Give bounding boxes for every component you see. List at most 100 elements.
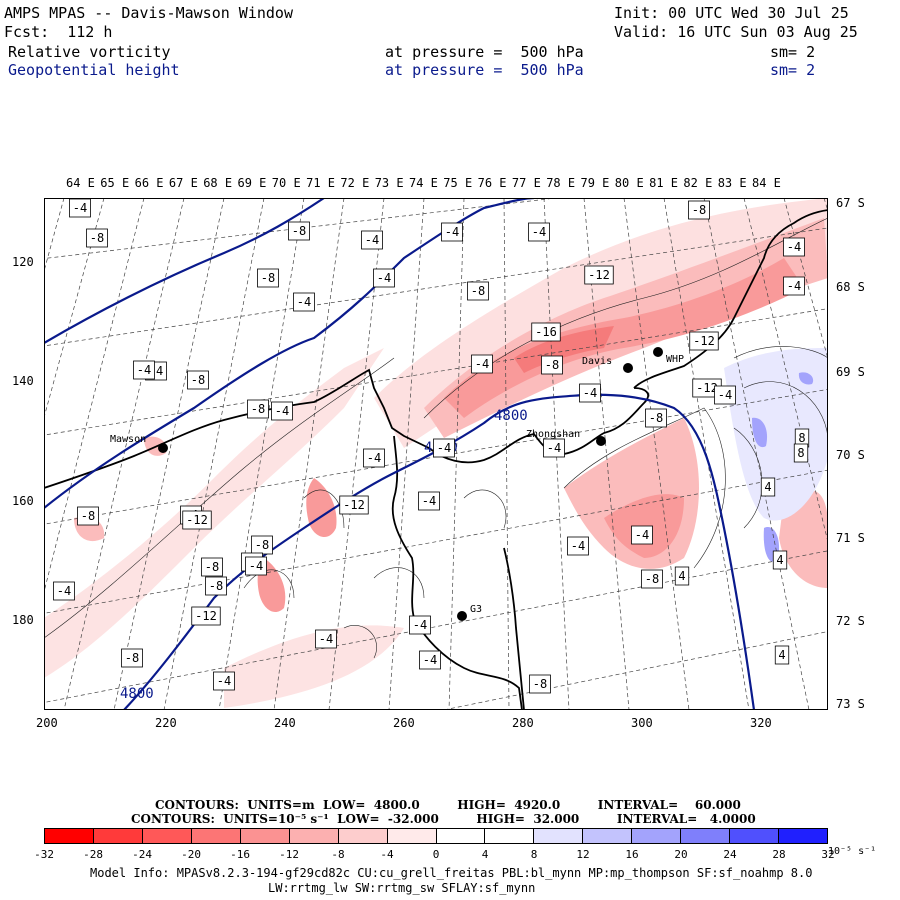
vorticity-label: -4 [73, 201, 87, 215]
vorticity-label: -8 [261, 271, 275, 285]
vorticity-label: 4 [778, 648, 785, 662]
model-info-physics: LW:rrtmg_lw SW:rrtmg_sw SFLAY:sf_mynn [268, 881, 536, 895]
vorticity-label-box [182, 510, 212, 530]
vorticity-label: 4 [764, 480, 771, 494]
vorticity-label: -4 [583, 386, 597, 400]
station-marker[interactable] [596, 436, 606, 446]
field1-name: Relative vorticity [8, 43, 171, 61]
vorticity-label-box [339, 495, 369, 515]
color-bar-swatch [632, 829, 682, 843]
vorticity-label: -4 [571, 539, 585, 553]
vorticity-label-box [567, 536, 589, 556]
vorticity-label-box [783, 237, 805, 257]
vorticity-label: -4 [217, 674, 231, 688]
vorticity-label-box [688, 200, 710, 220]
color-bar-swatch [583, 829, 633, 843]
station-marker[interactable] [158, 443, 168, 453]
vorticity-label-box [271, 401, 293, 421]
vorticity-label-box [774, 645, 790, 665]
color-bar-swatch [289, 829, 339, 843]
vorticity-label-box [245, 556, 267, 576]
color-bar-swatch [779, 829, 827, 843]
vorticity-label: -4 [547, 441, 561, 455]
color-bar-label: 28 [772, 848, 786, 861]
vorticity-label-box [579, 383, 601, 403]
color-bar-swatch [45, 829, 94, 843]
vorticity-label: -8 [471, 284, 485, 298]
lon-label: 66 E [134, 176, 164, 190]
station-label-zhongshan: Zhongshan [526, 429, 580, 440]
vorticity-label-box [471, 354, 493, 374]
vorticity-label-box [641, 569, 663, 589]
vorticity-label: -4 [137, 363, 151, 377]
color-bar-swatch [338, 829, 388, 843]
geopotential-height-contours [44, 198, 756, 710]
vorticity-contours [44, 217, 828, 659]
vorticity-label: 8 [797, 446, 804, 460]
color-bar-label: 12 [576, 848, 590, 861]
vorticity-label: -12 [186, 513, 208, 527]
station-marker[interactable] [457, 611, 467, 621]
vorticity-label-box [86, 228, 108, 248]
vorticity-label-box [361, 230, 383, 250]
color-bar-label: 8 [530, 848, 538, 861]
coastline [44, 209, 828, 710]
vorticity-label-box [213, 671, 235, 691]
vorticity-label-box [315, 629, 337, 649]
vorticity-label: -4 [532, 225, 546, 239]
color-bar-label: -20 [181, 848, 201, 861]
color-bar-label: -4 [380, 848, 394, 861]
vorticity-label-box [293, 292, 315, 312]
lon-label: 77 E [511, 176, 541, 190]
station-marker[interactable] [653, 347, 663, 357]
plot-frame [44, 198, 828, 710]
vorticity-label: -12 [343, 498, 365, 512]
vorticity-label-box [441, 222, 463, 242]
vorticity-label: -4 [445, 225, 459, 239]
vorticity-contour-info: CONTOURS: UNITS=10⁻⁵ s⁻¹ LOW= -32.000 HI… [131, 812, 756, 826]
station-marker[interactable] [623, 363, 633, 373]
vorticity-label: -8 [251, 402, 265, 416]
lon-label: 76 E [477, 176, 507, 190]
vorticity-label: -8 [645, 572, 659, 586]
color-bar-label: -12 [279, 848, 299, 861]
vorticity-label: -4 [422, 494, 436, 508]
vorticity-label: -8 [255, 538, 269, 552]
color-bar-label: -28 [83, 848, 103, 861]
x-tick-label: 220 [155, 716, 177, 730]
vorticity-label: -4 [413, 618, 427, 632]
color-bar-label: 0 [432, 848, 440, 861]
color-bar-swatch [93, 829, 143, 843]
vorticity-label-box [133, 360, 155, 380]
vorticity-label-box [783, 276, 805, 296]
lat-label: 70 S [836, 448, 865, 462]
lon-label: 64 E [66, 176, 95, 190]
vorticity-label: -8 [692, 203, 706, 217]
vorticity-label: -8 [205, 560, 219, 574]
color-bar-swatch [436, 829, 486, 843]
color-bar-swatch [534, 829, 584, 843]
vorticity-label-box [187, 370, 209, 390]
vorticity-label: -4 [787, 279, 801, 293]
lon-label: 79 E [580, 176, 610, 190]
vorticity-label: -8 [545, 358, 559, 372]
lon-label: 73 E [374, 176, 404, 190]
vorticity-label-box [201, 557, 223, 577]
vorticity-label: -12 [693, 334, 715, 348]
vorticity-label-box [760, 477, 776, 497]
y-tick-label: 140 [12, 374, 34, 388]
vorticity-label: 4 [678, 569, 685, 583]
map-plot[interactable]: Mawson Davis WHP Zhongshan G3 4800 4860 … [44, 198, 828, 710]
lon-label: 69 E [237, 176, 267, 190]
x-tick-label: 280 [512, 716, 534, 730]
vorticity-label-box [69, 198, 91, 218]
vorticity-label: -4 [787, 240, 801, 254]
height-contour-info: CONTOURS: UNITS=m LOW= 4800.0 HIGH= 4920… [155, 798, 741, 812]
vorticity-label: -4 [319, 632, 333, 646]
lon-label: 81 E [649, 176, 678, 190]
color-bar-label: 20 [674, 848, 688, 861]
color-bar-swatch [191, 829, 241, 843]
lon-label: 65 E [100, 176, 130, 190]
init-time: Init: 00 UTC Wed 30 Jul 25 [614, 4, 849, 22]
vorticity-label: -8 [191, 373, 205, 387]
